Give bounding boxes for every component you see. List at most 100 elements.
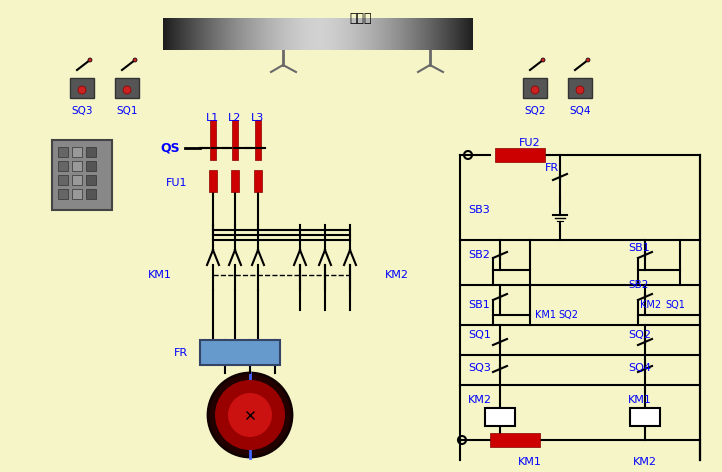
- Bar: [262, 18, 263, 50]
- Bar: [354, 18, 355, 50]
- Bar: [361, 18, 362, 50]
- Bar: [194, 18, 195, 50]
- Bar: [405, 18, 406, 50]
- Bar: [207, 18, 208, 50]
- Bar: [368, 18, 369, 50]
- Bar: [568, 78, 592, 98]
- Bar: [422, 18, 423, 50]
- Bar: [373, 18, 374, 50]
- Bar: [410, 18, 411, 50]
- Bar: [196, 18, 197, 50]
- Bar: [58, 161, 68, 171]
- Bar: [303, 18, 304, 50]
- Bar: [437, 18, 438, 50]
- Bar: [329, 18, 330, 50]
- Bar: [306, 18, 307, 50]
- Bar: [197, 18, 198, 50]
- Bar: [337, 18, 338, 50]
- Bar: [174, 18, 175, 50]
- Bar: [204, 18, 205, 50]
- Bar: [245, 18, 246, 50]
- Bar: [217, 18, 218, 50]
- Bar: [265, 18, 266, 50]
- Bar: [280, 18, 281, 50]
- Bar: [430, 18, 431, 50]
- Bar: [313, 18, 314, 50]
- Bar: [326, 18, 327, 50]
- Bar: [383, 18, 384, 50]
- Bar: [219, 18, 220, 50]
- Bar: [357, 18, 358, 50]
- Bar: [254, 170, 262, 192]
- Bar: [419, 18, 420, 50]
- Text: FR: FR: [545, 163, 559, 173]
- Bar: [287, 18, 288, 50]
- Bar: [417, 18, 418, 50]
- Circle shape: [78, 86, 86, 94]
- Bar: [295, 18, 296, 50]
- Bar: [300, 18, 301, 50]
- Bar: [461, 18, 462, 50]
- Bar: [362, 18, 363, 50]
- Bar: [445, 18, 446, 50]
- Bar: [270, 18, 271, 50]
- Bar: [391, 18, 392, 50]
- Bar: [427, 18, 428, 50]
- Text: FU2: FU2: [519, 138, 541, 148]
- Bar: [359, 18, 360, 50]
- Text: SQ1: SQ1: [665, 300, 685, 310]
- Bar: [228, 18, 229, 50]
- Bar: [255, 18, 256, 50]
- Bar: [264, 18, 265, 50]
- Bar: [164, 18, 165, 50]
- Bar: [412, 18, 413, 50]
- Bar: [349, 18, 350, 50]
- Bar: [199, 18, 200, 50]
- Circle shape: [531, 86, 539, 94]
- Circle shape: [541, 58, 545, 62]
- Bar: [451, 18, 452, 50]
- Bar: [301, 18, 302, 50]
- Bar: [72, 161, 82, 171]
- Bar: [253, 18, 254, 50]
- Bar: [320, 18, 321, 50]
- Bar: [425, 18, 426, 50]
- Bar: [309, 18, 310, 50]
- Bar: [457, 18, 458, 50]
- Bar: [414, 18, 415, 50]
- Text: SB1: SB1: [628, 243, 650, 253]
- Bar: [209, 170, 217, 192]
- Bar: [227, 18, 228, 50]
- Bar: [366, 18, 367, 50]
- Circle shape: [586, 58, 590, 62]
- Bar: [241, 18, 242, 50]
- Bar: [58, 189, 68, 199]
- Bar: [283, 18, 284, 50]
- Bar: [377, 18, 378, 50]
- Bar: [237, 18, 238, 50]
- Text: SQ3: SQ3: [71, 106, 92, 116]
- Bar: [187, 18, 188, 50]
- Bar: [338, 18, 339, 50]
- Bar: [458, 18, 459, 50]
- Bar: [316, 18, 317, 50]
- Bar: [234, 18, 235, 50]
- Bar: [375, 18, 376, 50]
- Bar: [86, 147, 96, 157]
- Bar: [469, 18, 470, 50]
- Bar: [281, 18, 282, 50]
- Bar: [470, 18, 471, 50]
- Bar: [183, 18, 184, 50]
- Bar: [188, 18, 189, 50]
- Bar: [401, 18, 402, 50]
- Bar: [467, 18, 468, 50]
- Bar: [630, 408, 660, 426]
- Text: KM2: KM2: [633, 457, 657, 467]
- Bar: [382, 18, 383, 50]
- Bar: [275, 18, 276, 50]
- Bar: [192, 18, 193, 50]
- Bar: [396, 18, 397, 50]
- Bar: [178, 18, 179, 50]
- Text: SQ2: SQ2: [558, 310, 578, 320]
- Text: SQ1: SQ1: [468, 330, 491, 340]
